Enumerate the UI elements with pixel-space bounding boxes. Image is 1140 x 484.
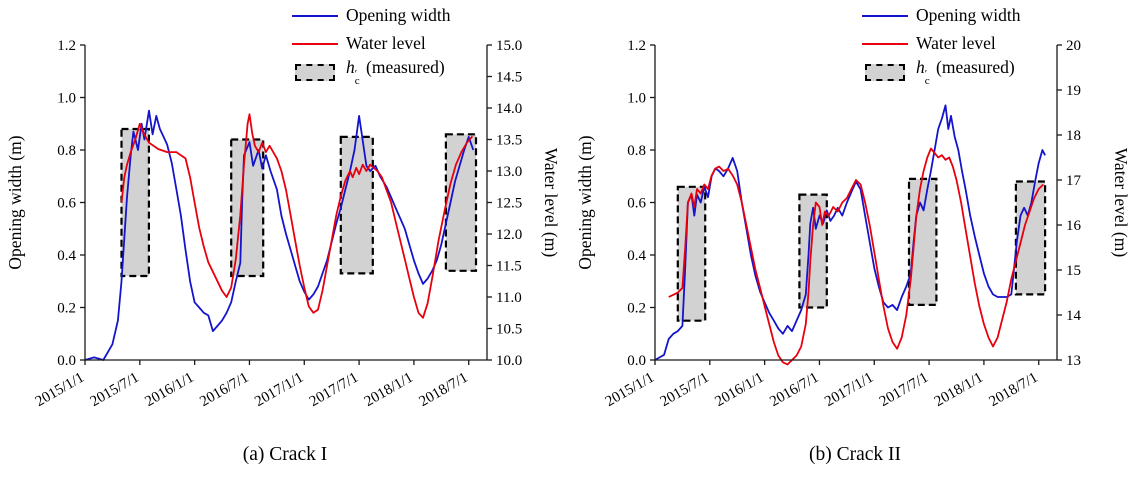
left-ytick-label: 1.2 — [57, 38, 76, 54]
crack1-chart: 0.0 0.2 0.4 0.6 0.8 1.0 1.2 10.0 10.5 11.0 11.5 12.… — [5, 38, 561, 411]
xtick-label: 2016/1/1 — [712, 370, 766, 411]
crack2-panel: 0.0 0.2 0.4 0.6 0.8 1.0 1.2 13 14 15 16 17 18 19 20 201… — [570, 0, 1140, 484]
xtick-label: 2015/1/1 — [33, 370, 87, 411]
right-ytick-label: 16 — [1066, 218, 1082, 234]
xtick-label: 2016/7/1 — [197, 370, 251, 411]
crack2-chart: 0.0 0.2 0.4 0.6 0.8 1.0 1.2 13 14 15 16 17 18 19 20 201… — [575, 38, 1131, 410]
right-ytick-label: 13 — [1066, 353, 1081, 369]
xtick-label: 2018/1/1 — [932, 370, 986, 411]
right-ytick-label: 11.0 — [496, 290, 522, 306]
xtick-label: 2018/7/1 — [987, 370, 1041, 411]
legend-label-hc-measured: h ′ c (measured) — [346, 57, 445, 87]
hc-measured-suffix: (measured) — [366, 57, 445, 77]
right-ytick-label: 15.0 — [496, 38, 522, 54]
hc-symbol: h — [916, 57, 925, 77]
left-ytick-label: 0.0 — [627, 353, 646, 369]
hc-subscript: c — [354, 75, 360, 87]
right-ytick-label: 20 — [1066, 38, 1081, 54]
legend-item-opening-width: Opening width — [862, 2, 1021, 30]
legend-item-water-level: Water level — [292, 30, 451, 58]
right-ytick-label: 12.5 — [496, 196, 522, 212]
hc-measured-rect-swatch — [865, 63, 905, 81]
right-ytick-label: 15 — [1066, 263, 1081, 279]
left-ytick-label: 1.2 — [627, 38, 646, 54]
tick-labels: 0.0 0.2 0.4 0.6 0.8 1.0 1.2 13 14 15 16 17 18 19 20 201… — [603, 38, 1082, 410]
legend-item-water-level: Water level — [862, 30, 1021, 58]
left-ytick-label: 0.6 — [627, 196, 646, 212]
right-ytick-label: 10.0 — [496, 353, 522, 369]
legend: Opening width Water level h ′ c (measured) — [292, 2, 451, 87]
hc-subscript: c — [924, 75, 930, 87]
right-ytick-label: 14.5 — [496, 70, 522, 86]
right-axis-title: Water level (m) — [1111, 148, 1131, 258]
xtick-label: 2017/7/1 — [307, 370, 361, 411]
left-axis-title: Opening width (m) — [5, 135, 25, 269]
water-level-series — [668, 147, 1044, 366]
legend-label-opening-width: Opening width — [346, 5, 451, 26]
left-ytick-label: 0.2 — [57, 301, 76, 317]
left-ytick-label: 1.0 — [627, 91, 646, 107]
right-ytick-label: 11.5 — [496, 259, 522, 275]
left-ytick-label: 0.4 — [57, 248, 76, 264]
right-ytick-label: 13.0 — [496, 164, 522, 180]
right-axis-title: Water level (m) — [541, 148, 561, 258]
water-level-series — [120, 113, 474, 319]
left-ytick-label: 0.0 — [57, 353, 76, 369]
opening-width-line-swatch — [862, 15, 908, 17]
hc-prime: ′ — [354, 68, 358, 80]
right-ytick-label: 18 — [1066, 128, 1081, 144]
hc-measured-rect — [339, 135, 374, 275]
legend-item-hc-measured: h ′ c (measured) — [862, 57, 1021, 87]
xtick-label: 2018/1/1 — [362, 370, 416, 411]
hc-measured-rect — [120, 127, 150, 278]
legend-item-hc-measured: h ′ c (measured) — [292, 57, 451, 87]
legend-label-opening-width: Opening width — [916, 5, 1021, 26]
legend-label-water-level: Water level — [916, 33, 996, 54]
legend-label-hc-measured: h ′ c (measured) — [916, 57, 1015, 87]
xtick-label: 2016/7/1 — [767, 370, 821, 411]
xtick-label: 2016/1/1 — [142, 370, 196, 411]
water-level-line-swatch — [292, 43, 338, 45]
opening-width-line-swatch — [292, 15, 338, 17]
legend: Opening width Water level h ′ c (measured) — [862, 2, 1021, 87]
caption-crack2: (b) Crack II — [808, 444, 902, 465]
left-ytick-label: 0.8 — [627, 143, 646, 159]
left-ytick-label: 0.2 — [627, 301, 646, 317]
hc-measured-suffix: (measured) — [936, 57, 1015, 77]
right-ytick-label: 10.5 — [496, 322, 522, 338]
xtick-label: 2015/7/1 — [88, 370, 142, 411]
xtick-label: 2017/1/1 — [822, 370, 876, 411]
caption-crack1: (a) Crack I — [242, 444, 328, 465]
hc-measured-rect — [1014, 180, 1047, 296]
left-ytick-label: 0.6 — [57, 196, 76, 212]
xtick-label: 2018/7/1 — [417, 370, 471, 411]
left-axis-title: Opening width (m) — [575, 135, 595, 269]
axes — [650, 44, 1062, 365]
hc-measured-rect — [676, 185, 707, 322]
legend-label-water-level: Water level — [346, 33, 426, 54]
right-ytick-label: 17 — [1066, 173, 1082, 189]
xtick-label: 2015/7/1 — [658, 370, 712, 411]
hc-prime: ′ — [924, 68, 928, 80]
right-ytick-label: 12.0 — [496, 227, 522, 243]
legend-item-opening-width: Opening width — [292, 2, 451, 30]
crack1-panel: 0.0 0.2 0.4 0.6 0.8 1.0 1.2 10.0 10.5 11.0 11.5 12.… — [5, 2, 561, 465]
xtick-label: 2017/1/1 — [252, 370, 306, 411]
right-ytick-label: 14 — [1066, 308, 1082, 324]
xtick-label: 2015/1/1 — [603, 370, 657, 411]
right-ytick-label: 13.5 — [496, 133, 522, 149]
axes — [80, 44, 492, 365]
right-ytick-label: 14.0 — [496, 101, 522, 117]
water-level-line-swatch — [862, 43, 908, 45]
left-ytick-label: 0.4 — [627, 248, 646, 264]
left-ytick-label: 0.8 — [57, 143, 76, 159]
right-ytick-label: 19 — [1066, 83, 1081, 99]
hc-symbol: h — [346, 57, 355, 77]
opening-width-series — [84, 109, 475, 361]
opening-width-series — [654, 104, 1046, 361]
left-ytick-label: 1.0 — [57, 91, 76, 107]
xtick-label: 2017/7/1 — [877, 370, 931, 411]
hc-measured-rect-swatch — [295, 63, 335, 81]
